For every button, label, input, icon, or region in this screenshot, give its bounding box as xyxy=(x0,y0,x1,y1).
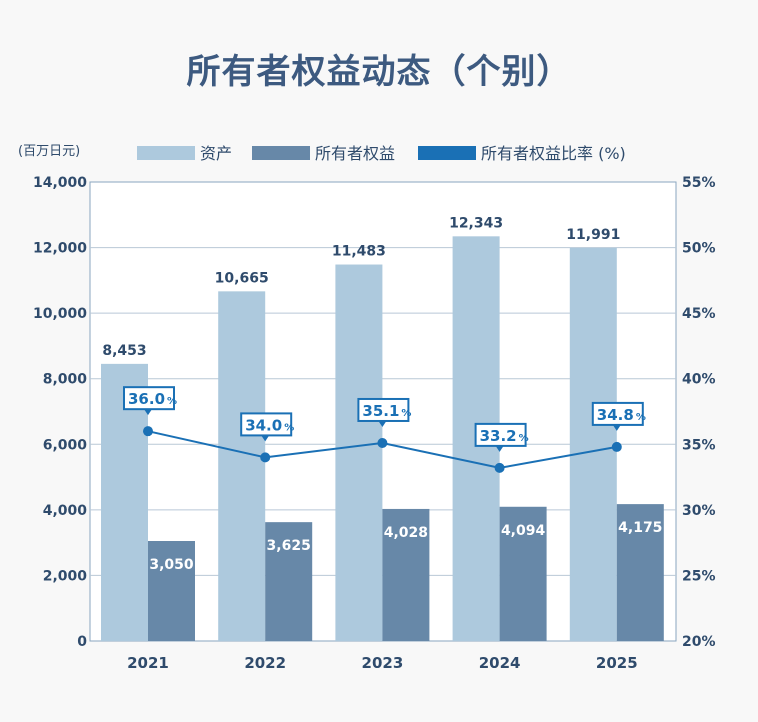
y2-tick-label: 55% xyxy=(682,175,716,191)
ratio-label: 34.8% xyxy=(597,406,646,424)
y-tick-label: 8,000 xyxy=(43,372,88,388)
x-tick-label: 2025 xyxy=(596,654,638,672)
bar-equity xyxy=(499,506,547,641)
x-tick-label: 2022 xyxy=(244,654,286,672)
ratio-point xyxy=(260,452,271,463)
ratio-point xyxy=(143,426,153,437)
legend-label: 所有者权益 xyxy=(315,144,395,163)
ratio-label-suffix: % xyxy=(401,408,411,419)
ratio-point xyxy=(611,441,622,452)
legend-swatch xyxy=(252,146,310,160)
bar-assets xyxy=(218,291,266,641)
bar-equity xyxy=(265,522,313,641)
y2-tick-label: 35% xyxy=(682,437,716,453)
data-label-assets: 8,453 xyxy=(102,343,146,359)
legend-label: 所有者权益比率 (%) xyxy=(481,144,626,163)
ratio-label-pointer xyxy=(261,435,270,442)
data-label-equity: 4,175 xyxy=(618,520,662,536)
y-tick-label: 0 xyxy=(77,634,87,650)
y2-tick-label: 30% xyxy=(682,503,716,519)
y-tick-label: 12,000 xyxy=(33,241,87,257)
legend-swatch xyxy=(137,146,195,160)
ratio-point xyxy=(377,437,388,448)
bar-assets xyxy=(335,264,383,641)
ratio-label-suffix: % xyxy=(284,422,294,433)
legend-swatch xyxy=(418,146,476,160)
bar-equity xyxy=(148,541,195,641)
ratio-label-pointer xyxy=(144,409,152,416)
ratio-point xyxy=(494,462,505,473)
bar-equity xyxy=(382,508,430,641)
ratio-label: 34.0% xyxy=(245,416,294,434)
y-tick-label: 10,000 xyxy=(33,306,87,322)
x-tick-label: 2021 xyxy=(127,654,169,672)
ratio-label-pointer xyxy=(378,420,387,427)
x-tick-label: 2023 xyxy=(362,654,404,672)
y-tick-label: 4,000 xyxy=(43,503,88,519)
y-tick-label: 6,000 xyxy=(43,437,88,453)
y2-tick-label: 20% xyxy=(682,634,716,650)
ratio-label-pointer xyxy=(495,445,504,452)
y2-tick-label: 45% xyxy=(682,306,716,322)
y2-tick-label: 25% xyxy=(682,568,716,584)
ratio-label: 36.0% xyxy=(128,390,177,408)
data-label-assets: 11,991 xyxy=(566,227,620,243)
data-label-equity: 4,028 xyxy=(384,525,428,541)
bar-equity xyxy=(616,504,664,641)
ratio-label: 35.1% xyxy=(362,402,411,420)
chart-title: 所有者权益动态（个别） xyxy=(186,52,572,92)
unit-label: (百万日元) xyxy=(18,144,80,159)
ratio-label: 33.2% xyxy=(480,427,529,445)
y2-tick-label: 40% xyxy=(682,372,716,388)
bar-assets xyxy=(569,247,617,641)
y-tick-label: 14,000 xyxy=(33,175,87,191)
data-label-equity: 3,625 xyxy=(267,538,311,554)
x-tick-label: 2024 xyxy=(479,654,521,672)
y-tick-label: 2,000 xyxy=(43,568,88,584)
ratio-label-suffix: % xyxy=(519,433,529,444)
ratio-label-pointer xyxy=(612,424,621,431)
y2-tick-label: 50% xyxy=(682,241,716,257)
data-label-equity: 4,094 xyxy=(501,523,546,539)
data-label-assets: 12,343 xyxy=(449,215,503,231)
ratio-label-suffix: % xyxy=(167,396,177,407)
legend-label: 资产 xyxy=(200,144,232,163)
data-label-equity: 3,050 xyxy=(149,557,194,573)
data-label-assets: 11,483 xyxy=(332,244,386,260)
data-label-assets: 10,665 xyxy=(215,270,269,286)
ratio-label-suffix: % xyxy=(636,412,646,423)
